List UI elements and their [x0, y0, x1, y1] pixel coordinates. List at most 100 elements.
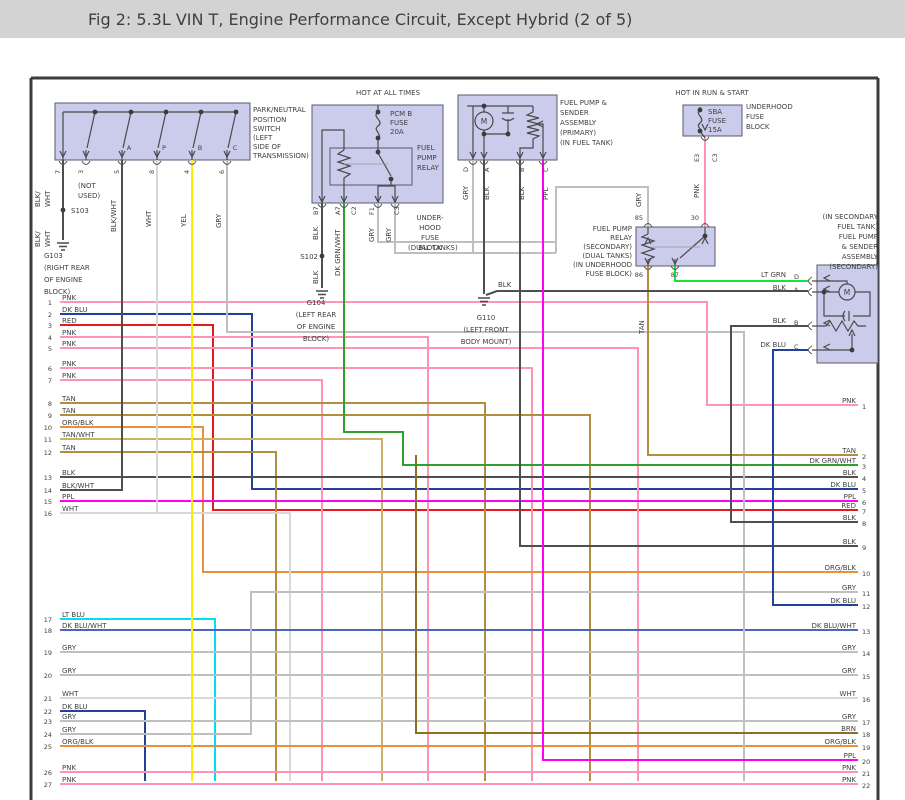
left-row-color-label: BLK: [62, 469, 76, 477]
left-row-number: 12: [44, 449, 52, 457]
right-row-color-label: GRY: [842, 713, 857, 721]
left-row-color-label: TAN: [61, 444, 76, 452]
diagram-label: 85: [635, 214, 643, 222]
pin-d-lead: [812, 280, 848, 284]
right-row-color-label: WHT: [840, 690, 857, 698]
pin-bracket-icon: [670, 265, 680, 270]
wire-tan: [60, 451, 277, 781]
diagram-label: C2: [350, 206, 358, 215]
diagram-label: G110: [477, 314, 496, 322]
left-row-color-label: ORG/BLK: [62, 738, 94, 746]
diagram-label: G104: [307, 299, 326, 307]
left-row-color-label: PNK: [62, 360, 76, 368]
wire-blk_wht: [60, 160, 123, 491]
arrow-icon: [188, 150, 196, 159]
diagram-label: A: [794, 286, 799, 294]
arrow-icon: [340, 195, 348, 204]
right-row-color-label: BLK: [843, 469, 857, 477]
diagram-label: C3: [711, 153, 719, 162]
wire-gry: [377, 203, 556, 243]
right-row-number: 8: [862, 520, 866, 528]
right-row-color-label: PNK: [842, 397, 856, 405]
diagram-label: BLOCK): [303, 335, 329, 343]
diagram-label: A: [483, 167, 491, 172]
diagram-label: S103: [71, 207, 89, 215]
pin-bracket-icon: [317, 203, 327, 208]
diagram-label: UNDER-: [416, 214, 444, 222]
diagram-label: P: [162, 144, 166, 152]
left-row-number: 1: [48, 299, 52, 307]
diagram-label: BLK: [773, 284, 787, 292]
park-neutral-switch-internals: [62, 111, 237, 160]
diagram-label: DK BLU: [760, 341, 786, 349]
arrow-icon: [644, 236, 652, 245]
splice-dot: [505, 131, 511, 137]
diagram-label: RELAY: [610, 234, 633, 242]
diagram-labels: HOT AT ALL TIMES HOT IN RUN & START PARK/N…: [34, 89, 879, 351]
diagram-label: BLK/: [34, 191, 42, 207]
left-row-color-label: WHT: [62, 505, 79, 513]
left-row-number: 2: [48, 311, 52, 319]
left-row-number: 22: [44, 708, 52, 716]
left-row-number: 6: [48, 365, 52, 373]
left-row-color-label: GRY: [62, 667, 77, 675]
diagram-label: FUSE: [421, 234, 439, 242]
right-row-color-label: PNK: [842, 776, 856, 784]
diagram-label: (NOT: [78, 182, 96, 190]
arrow-icon: [59, 150, 67, 159]
relay-coil-feed: [321, 129, 345, 203]
wire-tan_wht: [60, 438, 383, 781]
right-row-number: 19: [862, 744, 870, 752]
diagram-label: (IN UNDERHOOD: [573, 261, 632, 269]
diagram-label: FUEL: [417, 144, 435, 152]
left-row-color-label: PNK: [62, 776, 76, 784]
right-row-color-label: ORG/BLK: [825, 564, 857, 572]
diagram-label: (LEFT REAR: [296, 311, 337, 319]
diagram-label: BLOCK): [44, 288, 70, 296]
diagram-label: GRY: [215, 213, 223, 228]
diagram-label: FUEL PUMP: [593, 225, 632, 233]
diagram-label: A: [127, 144, 132, 152]
pin-bracket-icon: [390, 203, 400, 208]
splice-dot: [198, 109, 204, 115]
wire-blk: [485, 290, 808, 296]
sender-resistor-icon: [519, 106, 541, 160]
diagram-label: SIDE OF: [253, 143, 281, 151]
right-row-number: 14: [862, 650, 870, 658]
connector-marks: [57, 103, 856, 355]
diagram-label: ASSEMBLY: [842, 253, 879, 261]
wire-tan: [60, 414, 591, 781]
right-row-number: 12: [862, 603, 870, 611]
right-row-color-label: BLK: [843, 538, 857, 546]
right-row-number: 5: [862, 487, 866, 495]
right-row-number: 11: [862, 590, 870, 598]
right-row-number: 13: [862, 628, 870, 636]
left-row-color-label: PNK: [62, 329, 76, 337]
right-row-color-label: TAN: [841, 447, 856, 455]
arrow-icon: [374, 195, 382, 204]
diagram-label: WHT: [145, 210, 153, 227]
left-row-color-label: DK BLU: [62, 306, 88, 314]
right-row-number: 17: [862, 719, 870, 727]
left-row-number: 3: [48, 322, 52, 330]
diagram-label: (LEFT FRONT: [463, 326, 509, 334]
right-row-color-label: DK BLU: [830, 481, 856, 489]
right-row-number: 7: [862, 508, 866, 516]
diagram-label: PPL: [542, 188, 550, 200]
right-row-color-label: GRY: [842, 667, 857, 675]
arrow-icon: [822, 274, 831, 282]
splice-dot: [697, 128, 703, 134]
left-row-color-label: GRY: [62, 644, 77, 652]
diagram-label: B: [198, 144, 202, 152]
wire-dk_blu: [60, 710, 146, 781]
wire-dk_blu: [772, 349, 858, 606]
wire-pnk: [60, 379, 323, 781]
diagram-label: 3: [77, 170, 85, 174]
diagram-label: DK GRN/WHT: [334, 229, 342, 276]
arrow-icon: [153, 150, 161, 159]
arrow-icon: [469, 151, 477, 160]
diagram-label: FUSE: [708, 117, 726, 125]
arrow-icon: [848, 328, 856, 337]
arrow-icon: [671, 257, 679, 266]
